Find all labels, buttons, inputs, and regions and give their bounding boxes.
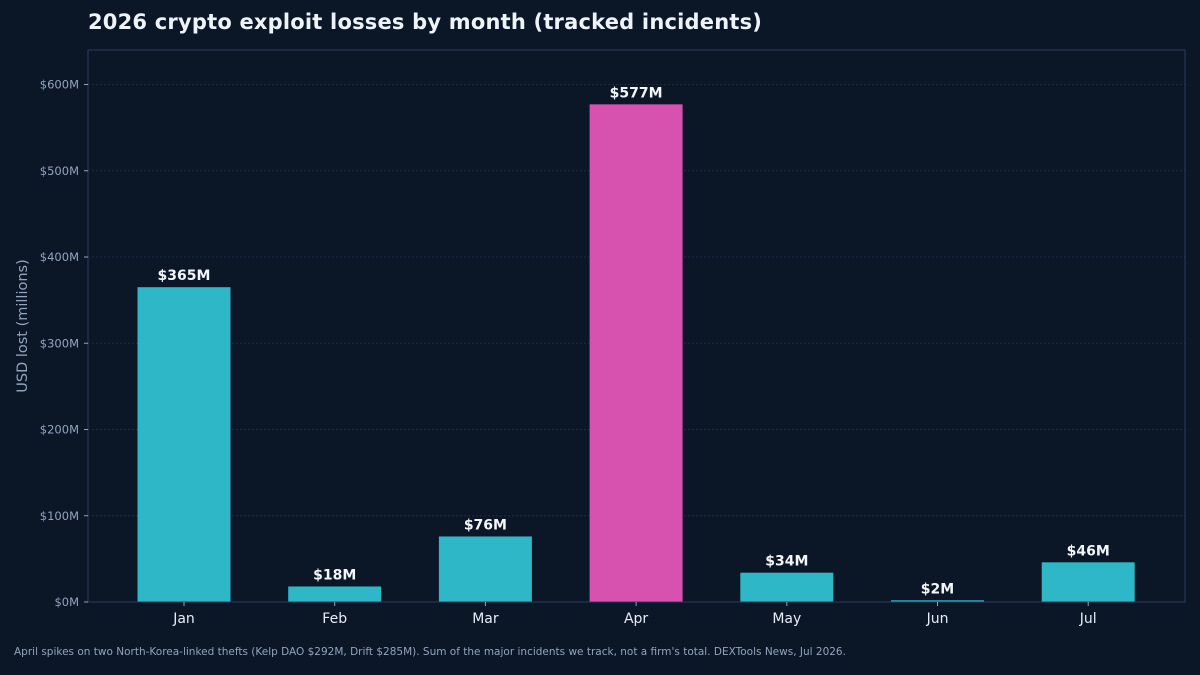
y-tick-label: $600M xyxy=(40,78,79,92)
x-tick-label: Jul xyxy=(1079,611,1097,627)
bar-jun xyxy=(891,600,984,602)
y-axis-ticks: $0M $100M $200M $300M $400M $500M $600M xyxy=(40,78,88,609)
data-label: $76M xyxy=(464,517,507,533)
data-label: $46M xyxy=(1067,543,1110,559)
bar-jan xyxy=(137,287,231,602)
bar-feb xyxy=(288,586,382,602)
x-tick-label: Feb xyxy=(322,611,347,627)
y-axis-title: USD lost (millions) xyxy=(15,259,31,393)
x-tick-label: Mar xyxy=(472,611,499,627)
y-tick-label: $200M xyxy=(40,423,79,437)
y-tick-label: $100M xyxy=(40,509,79,523)
x-tick-label: Jun xyxy=(926,611,949,627)
bar-jul xyxy=(1041,562,1135,602)
y-tick-label: $300M xyxy=(40,336,79,350)
y-tick-label: $500M xyxy=(40,164,79,178)
data-label: $365M xyxy=(158,268,211,284)
x-tick-label: Jan xyxy=(172,611,195,627)
data-label: $34M xyxy=(765,554,808,570)
bar-may xyxy=(740,572,834,602)
y-tick-label: $0M xyxy=(54,595,79,609)
chart-title: 2026 crypto exploit losses by month (tra… xyxy=(88,10,763,34)
data-labels: $365M $18M $76M $577M $34M $2M $46M xyxy=(158,85,1110,597)
data-label: $18M xyxy=(313,567,356,583)
bar-apr xyxy=(589,104,683,603)
data-label: $2M xyxy=(921,581,954,597)
footnote: April spikes on two North-Korea-linked t… xyxy=(14,646,846,658)
x-tick-label: Apr xyxy=(624,611,648,627)
data-label: $577M xyxy=(610,85,663,101)
bar-mar xyxy=(438,536,532,602)
x-axis-ticks: Jan Feb Mar Apr May Jun Jul xyxy=(172,602,1097,627)
y-tick-label: $400M xyxy=(40,250,79,264)
bars xyxy=(137,104,1135,603)
x-tick-label: May xyxy=(772,611,801,627)
